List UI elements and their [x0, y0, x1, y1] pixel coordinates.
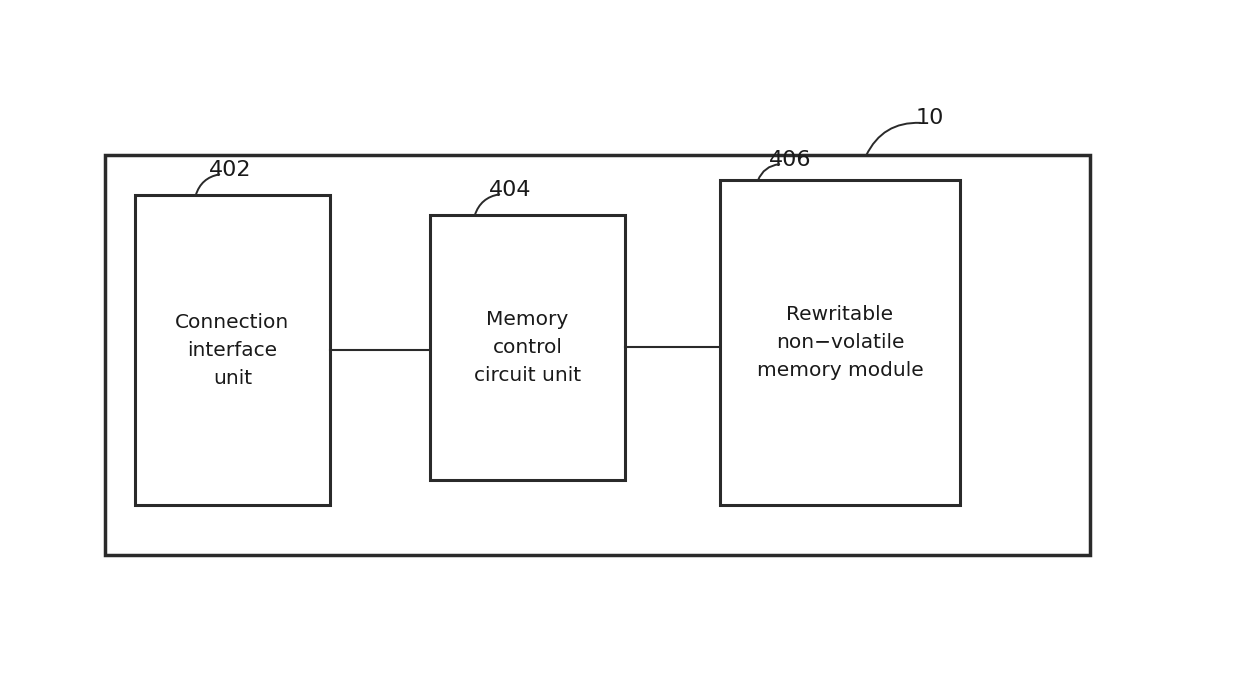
Text: Rewritable
non−volatile
memory module: Rewritable non−volatile memory module — [756, 305, 924, 380]
Text: 10: 10 — [916, 108, 944, 128]
Bar — [430, 215, 625, 480]
Text: 404: 404 — [489, 180, 531, 200]
Bar — [135, 195, 330, 505]
Text: Memory
control
circuit unit: Memory control circuit unit — [474, 310, 582, 385]
Bar — [720, 180, 960, 505]
Text: 402: 402 — [208, 160, 252, 180]
Text: 406: 406 — [769, 150, 811, 170]
Text: Connection
interface
unit: Connection interface unit — [175, 312, 290, 388]
Bar — [105, 155, 1090, 555]
